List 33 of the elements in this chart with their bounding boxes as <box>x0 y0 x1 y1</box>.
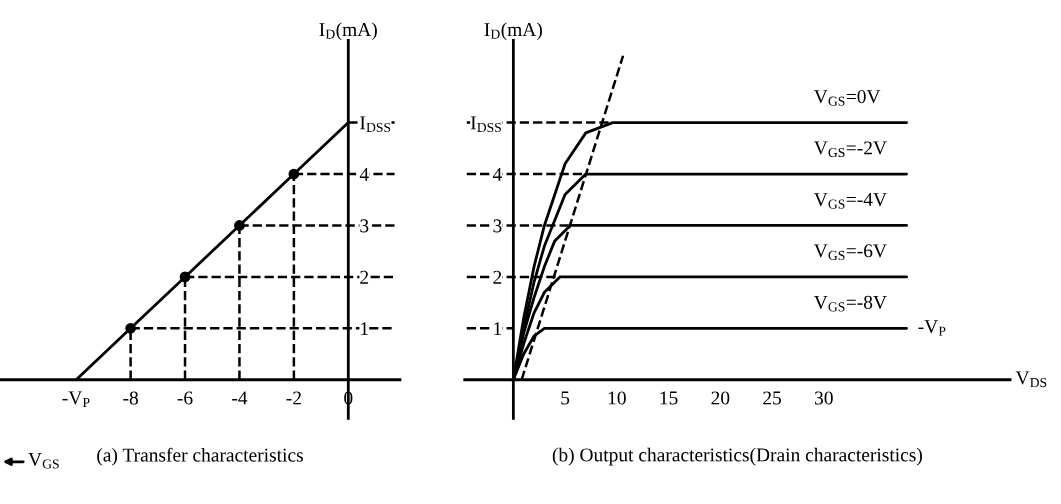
series-label: V$_{GS}$=-4V <box>813 193 887 209</box>
y-tick-label: 1 <box>361 322 368 336</box>
y-tick-label: I$_{DSS}$ <box>470 116 501 133</box>
x-tick-label: 15 <box>660 391 678 405</box>
text: (a) Transfer characteristics <box>97 447 303 466</box>
x-tick-label: 20 <box>711 391 730 405</box>
x-tick-label: -4 <box>232 391 248 405</box>
x-tick-label: 5 <box>561 391 570 405</box>
annotation: -V$_{P}$ <box>918 320 946 336</box>
y-tick-label: 4 <box>492 167 502 181</box>
y-tick-label: 1 <box>494 322 502 336</box>
text: (b) Output characteristics(Drain characteristics) <box>552 447 922 466</box>
series-label: V$_{GS}$=-6V <box>813 244 887 260</box>
y-tick-label: I$_{DSS}$ <box>360 116 391 133</box>
x-tick-label: 10 <box>608 391 626 405</box>
series-label: V$_{GS}$=-8V <box>813 295 887 312</box>
y-tick-label: 3 <box>493 219 502 233</box>
series-label: V$_{GS}$=-2V <box>813 141 887 158</box>
y-axis-title: I$_{D}$(mA) <box>319 22 377 41</box>
series-label: V$_{GS}$=0V <box>813 90 881 106</box>
y-axis-title: I$_{D}$(mA) <box>484 22 542 41</box>
x-tick-label: 30 <box>815 391 833 405</box>
y-tick-label: 3 <box>360 219 369 233</box>
y-tick-label: 4 <box>359 167 369 181</box>
x-tick-label: 25 <box>763 391 782 405</box>
x-tick-label: -V$_{P}$ <box>62 391 90 407</box>
x-tick-label: -6 <box>177 391 193 405</box>
x-axis-title: V$_{DS}$ <box>1015 371 1047 388</box>
x-tick-label: -8 <box>123 391 138 405</box>
x-tick-label: -2 <box>286 391 301 405</box>
x-axis-title: V$_{GS}$ <box>28 453 59 469</box>
y-tick-label: 2 <box>493 270 502 284</box>
y-tick-label: 2 <box>360 270 369 284</box>
